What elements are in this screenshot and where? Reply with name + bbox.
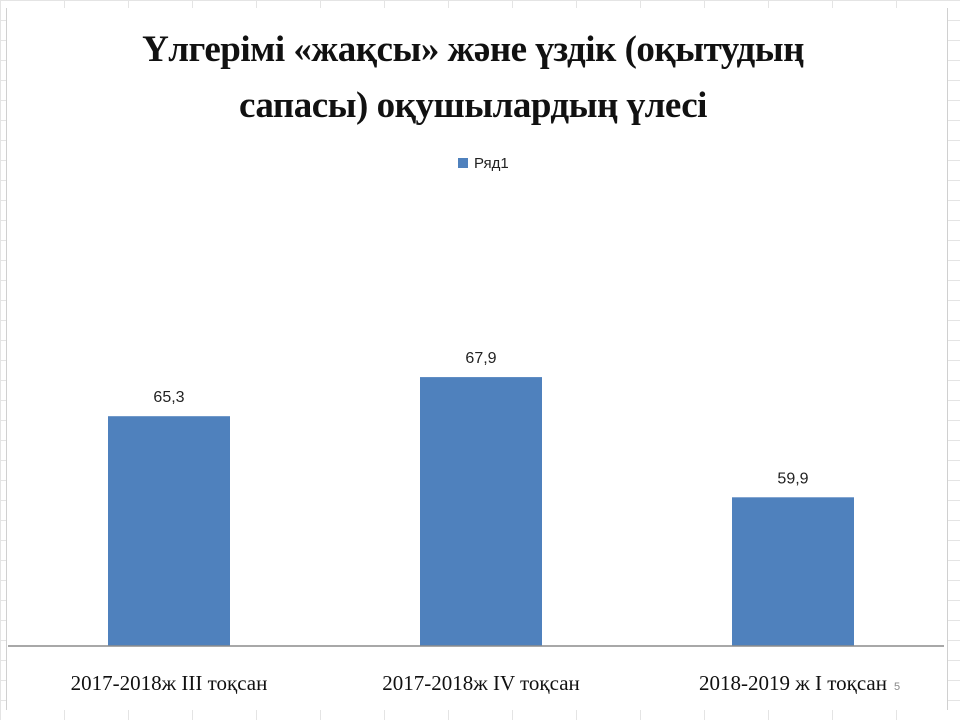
bar	[732, 497, 854, 646]
chart-title-line-1: Үлгерімі «жақсы» және үздік (оқытудың	[142, 29, 804, 70]
chart-title-line-2: сапасы) оқушылардың үлесі	[239, 85, 707, 126]
x-tick-label: 2017-2018ж III тоқсан	[71, 671, 268, 695]
bars	[108, 377, 854, 646]
data-label: 59,9	[777, 470, 808, 487]
legend-label: Ряд1	[474, 155, 509, 172]
slide-number: 5	[894, 681, 900, 693]
data-label: 65,3	[153, 389, 184, 406]
x-tick-labels: 2017-2018ж III тоқсан 2017-2018ж IV тоқса…	[71, 671, 887, 695]
chart-title: Үлгерімі «жақсы» және үздік (оқытудың са…	[0, 22, 946, 134]
data-label: 67,9	[465, 350, 496, 367]
x-tick-label: 2017-2018ж IV тоқсан	[382, 671, 580, 695]
x-tick-label: 2018-2019 ж I тоқсан	[699, 671, 887, 695]
data-labels: 65,3 67,9 59,9	[153, 350, 808, 487]
bar	[108, 416, 230, 646]
legend-swatch	[458, 158, 468, 168]
bar	[420, 377, 542, 646]
legend: Ряд1	[458, 155, 509, 172]
